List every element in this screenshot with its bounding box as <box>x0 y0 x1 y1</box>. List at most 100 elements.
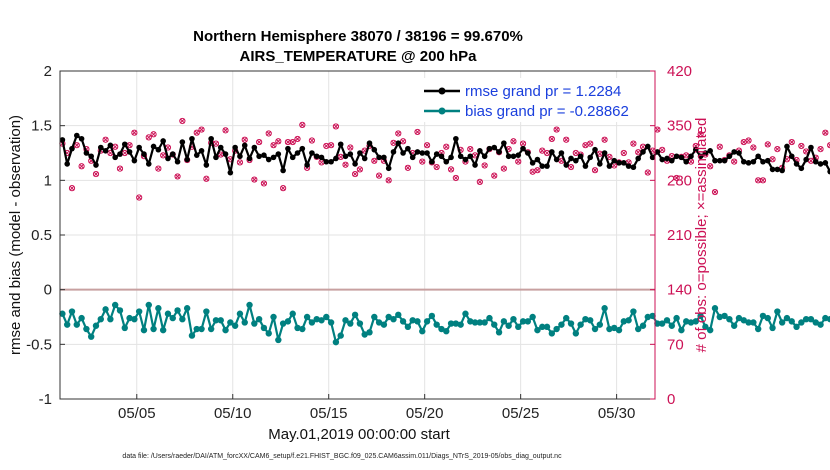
series-1-point <box>491 321 498 328</box>
series-1-point <box>433 321 440 328</box>
series-0-point <box>736 150 742 156</box>
obs-possible-point <box>179 117 186 125</box>
series-1-point <box>769 324 776 332</box>
obs-assimilated-point <box>175 173 181 179</box>
obs-assimilated-point <box>635 149 641 155</box>
obs-assimilated-point <box>376 173 382 179</box>
obs-assimilated-point <box>467 146 473 152</box>
series-0-point <box>333 155 339 162</box>
series-0-point <box>323 158 330 165</box>
series-1-point <box>183 305 191 312</box>
obs-possible-point <box>467 145 474 153</box>
series-0-point <box>688 153 694 160</box>
series-1-point <box>63 321 71 328</box>
series-0-point <box>265 156 272 163</box>
obs-possible-point <box>294 135 301 143</box>
series-0-point <box>822 160 829 166</box>
series-1-point <box>682 318 690 325</box>
series-0-point <box>654 149 661 155</box>
series-1-point <box>611 324 618 332</box>
series-1-point <box>476 319 484 326</box>
obs-assimilated-point <box>534 167 540 173</box>
obs-assimilated-point <box>338 154 344 160</box>
obs-possible-point <box>299 121 306 128</box>
series-1-point <box>745 319 752 326</box>
series-1-point <box>347 320 354 327</box>
series-0-point <box>117 151 123 157</box>
obs-assimilated-point <box>472 152 478 158</box>
obs-possible-point <box>711 188 719 196</box>
series-0-point <box>501 140 507 146</box>
series-0-point <box>668 157 675 164</box>
series-0-point <box>587 154 594 161</box>
obs-possible-point <box>241 136 248 143</box>
series-1-point <box>135 308 143 315</box>
obs-possible-point <box>280 185 287 192</box>
series-1-point <box>155 305 162 312</box>
series-0-point <box>697 153 704 160</box>
obs-assimilated-point <box>597 151 603 157</box>
series-1-point <box>385 313 392 321</box>
series-0-point <box>764 157 771 164</box>
obs-assimilated-point <box>674 175 680 181</box>
obs-possible-point <box>198 126 205 133</box>
obs-assimilated-point <box>554 127 560 133</box>
obs-assimilated-point <box>112 144 118 150</box>
obs-possible-point <box>236 159 244 166</box>
series-1-point <box>366 329 373 336</box>
legend: rmse grand pr = 1.2284 bias grand pr = -… <box>420 78 648 122</box>
obs-assimilated-point <box>549 136 555 142</box>
series-0-point <box>740 158 747 165</box>
series-0-point <box>78 135 85 142</box>
obs-assimilated-point <box>371 158 377 164</box>
series-0-point <box>64 161 70 167</box>
legend-rmse-label: rmse grand pr = 1.2284 <box>465 83 621 100</box>
series-1-point <box>510 315 517 323</box>
obs-assimilated-point <box>482 162 488 169</box>
series-1-point <box>735 314 743 322</box>
series-0-point <box>525 150 531 156</box>
obs-assimilated-point <box>405 165 411 171</box>
series-0-point <box>429 158 435 165</box>
series-1-point <box>198 325 205 333</box>
obs-possible-point <box>160 152 167 159</box>
series-1-point <box>582 315 589 323</box>
obs-assimilated-point <box>261 180 267 187</box>
series-0-point <box>515 152 522 158</box>
series-0-point <box>376 154 382 161</box>
series-0-point <box>395 140 402 146</box>
series-0-point <box>136 144 142 151</box>
series-0-point <box>371 146 378 153</box>
series-0-point <box>141 151 147 157</box>
series-0-point <box>309 150 315 156</box>
obs-assimilated-point <box>544 150 550 156</box>
series-0-point <box>472 162 478 168</box>
obs-assimilated-point <box>592 167 598 173</box>
obs-assimilated-point <box>477 179 483 185</box>
obs-assimilated-point <box>587 141 593 147</box>
obs-possible-point <box>481 162 488 169</box>
obs-assimilated-point <box>717 144 723 150</box>
legend-bias-marker <box>438 107 446 115</box>
series-0-point <box>553 156 560 163</box>
obs-assimilated-point <box>323 143 329 149</box>
series-1-point <box>563 314 570 322</box>
series-1-point <box>721 312 728 320</box>
series-1-point <box>260 324 268 332</box>
obs-assimilated-point <box>74 142 80 148</box>
obs-possible-point <box>419 158 426 165</box>
series-1-point <box>620 318 628 325</box>
series-1-point <box>361 331 368 338</box>
obs-assimilated-point <box>342 162 349 168</box>
series-0-point <box>270 154 277 161</box>
series-0-point <box>784 143 790 150</box>
obs-assimilated-point <box>611 162 617 169</box>
series-1-point <box>308 319 316 326</box>
obs-assimilated-point <box>582 142 588 148</box>
data-file-footnote: data file: /Users/raeder/DAI/ATM_forcXX/… <box>122 453 562 460</box>
obs-possible-point <box>136 194 143 201</box>
series-0-point <box>750 158 757 165</box>
series-0-point <box>721 157 728 164</box>
series-0-point <box>112 154 118 161</box>
obs-assimilated-point <box>755 177 761 183</box>
